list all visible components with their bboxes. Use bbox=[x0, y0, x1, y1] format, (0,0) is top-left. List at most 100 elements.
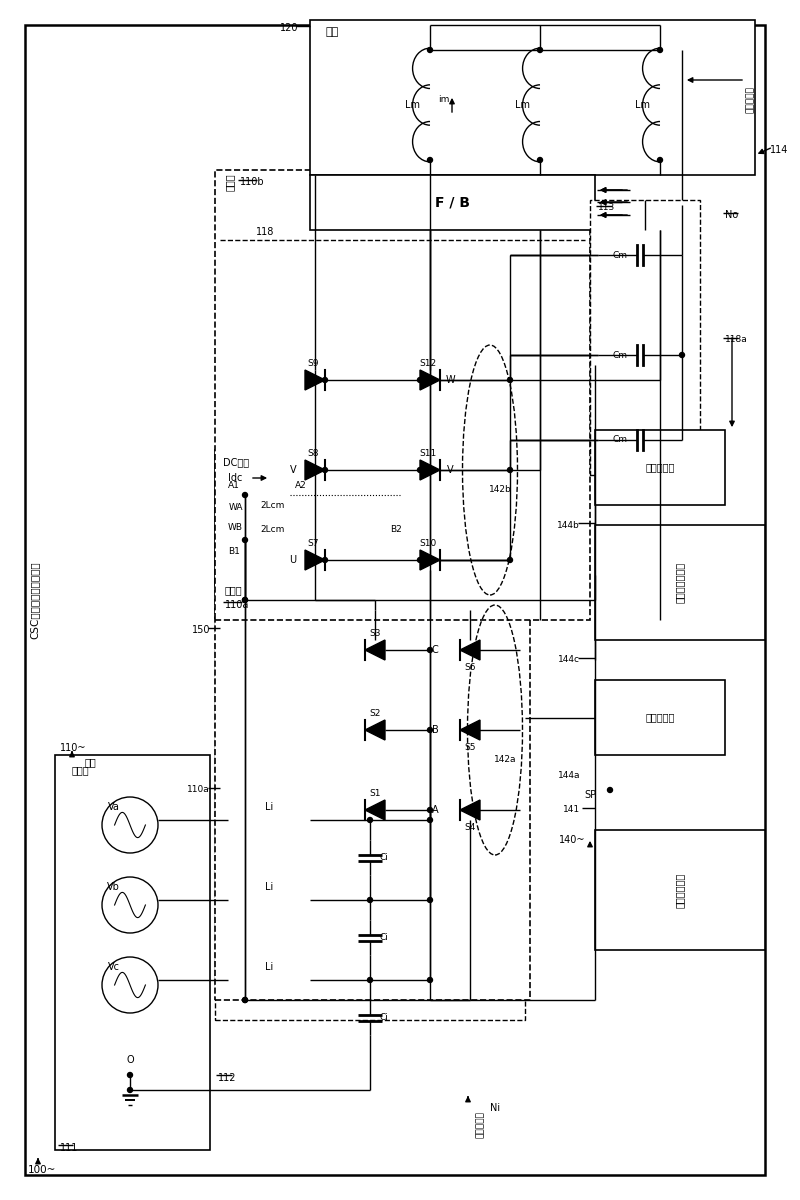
Text: 110a: 110a bbox=[225, 600, 250, 610]
Text: CSC可变频率电机驱动器: CSC可变频率电机驱动器 bbox=[30, 562, 40, 638]
Circle shape bbox=[418, 468, 422, 473]
Bar bbox=[595, 526, 765, 640]
Text: 144b: 144b bbox=[558, 521, 580, 529]
Text: S6: S6 bbox=[464, 664, 476, 672]
Circle shape bbox=[418, 378, 422, 383]
Text: S3: S3 bbox=[370, 630, 381, 638]
Text: 开关控制系笯: 开关控制系笯 bbox=[675, 872, 685, 907]
Circle shape bbox=[427, 898, 433, 902]
Circle shape bbox=[538, 157, 542, 162]
Text: 电机: 电机 bbox=[325, 26, 338, 37]
Bar bbox=[310, 20, 755, 175]
Text: B1: B1 bbox=[228, 547, 240, 557]
Text: Li: Li bbox=[265, 962, 273, 972]
Text: DC链路: DC链路 bbox=[223, 457, 249, 467]
Polygon shape bbox=[460, 720, 480, 740]
Text: SP: SP bbox=[584, 790, 596, 800]
Text: A: A bbox=[432, 805, 438, 815]
Circle shape bbox=[658, 48, 662, 53]
Bar bbox=[595, 430, 725, 505]
Text: 电压源: 电压源 bbox=[72, 766, 90, 775]
Bar bbox=[310, 175, 595, 230]
Text: 2Lcm: 2Lcm bbox=[260, 500, 285, 510]
Text: O: O bbox=[126, 1055, 134, 1066]
Circle shape bbox=[242, 538, 247, 542]
Text: Li: Li bbox=[265, 802, 273, 812]
Text: B2: B2 bbox=[390, 526, 402, 534]
Polygon shape bbox=[365, 800, 385, 820]
Text: S1: S1 bbox=[370, 790, 381, 798]
Circle shape bbox=[322, 468, 327, 473]
Circle shape bbox=[507, 558, 513, 563]
Text: WB: WB bbox=[228, 523, 243, 533]
Text: 111: 111 bbox=[60, 1142, 78, 1153]
Text: 141: 141 bbox=[563, 805, 580, 815]
Text: Cm: Cm bbox=[613, 350, 627, 360]
Text: Lm: Lm bbox=[634, 100, 650, 110]
Text: S7: S7 bbox=[307, 540, 318, 548]
Text: Vb: Vb bbox=[107, 882, 120, 892]
Text: U: U bbox=[290, 554, 297, 565]
Text: Ci: Ci bbox=[379, 852, 389, 862]
Circle shape bbox=[507, 468, 513, 473]
Text: 120: 120 bbox=[279, 23, 298, 32]
Bar bbox=[55, 755, 210, 1150]
Text: 150: 150 bbox=[191, 625, 210, 635]
Text: 114: 114 bbox=[770, 145, 788, 155]
Polygon shape bbox=[305, 370, 325, 390]
Text: S9: S9 bbox=[307, 360, 318, 368]
Text: 整流器: 整流器 bbox=[225, 584, 242, 595]
Text: 电源: 电源 bbox=[85, 757, 97, 767]
Text: Lm: Lm bbox=[514, 100, 530, 110]
Circle shape bbox=[679, 353, 685, 358]
Circle shape bbox=[242, 598, 247, 602]
Text: 110~: 110~ bbox=[60, 743, 86, 754]
Polygon shape bbox=[365, 640, 385, 660]
Text: Ci: Ci bbox=[379, 932, 389, 942]
Text: V: V bbox=[446, 464, 454, 475]
Text: 144c: 144c bbox=[558, 655, 580, 665]
Circle shape bbox=[242, 997, 247, 1002]
Text: A2: A2 bbox=[295, 480, 306, 490]
Bar bbox=[595, 830, 765, 950]
Polygon shape bbox=[420, 460, 440, 480]
Text: Idc: Idc bbox=[228, 473, 242, 482]
Text: 140~: 140~ bbox=[558, 835, 585, 845]
Text: S8: S8 bbox=[307, 450, 318, 458]
Polygon shape bbox=[365, 720, 385, 740]
Text: 118a: 118a bbox=[725, 336, 748, 344]
Text: A1: A1 bbox=[228, 480, 240, 490]
Text: Lm: Lm bbox=[405, 100, 419, 110]
Text: 2Lcm: 2Lcm bbox=[260, 526, 285, 534]
Bar bbox=[215, 450, 410, 584]
Text: Ni: Ni bbox=[490, 1103, 500, 1114]
Text: 110a: 110a bbox=[187, 786, 210, 794]
Text: Cm: Cm bbox=[613, 251, 627, 259]
Text: S11: S11 bbox=[419, 450, 437, 458]
Circle shape bbox=[127, 1087, 133, 1092]
Text: Cm: Cm bbox=[613, 436, 627, 444]
Circle shape bbox=[242, 997, 247, 1002]
Text: S2: S2 bbox=[370, 709, 381, 719]
Circle shape bbox=[322, 378, 327, 383]
Text: im: im bbox=[438, 96, 450, 104]
Circle shape bbox=[427, 808, 433, 812]
Text: S4: S4 bbox=[464, 823, 476, 833]
Text: 118: 118 bbox=[256, 227, 274, 236]
Text: Va: Va bbox=[108, 802, 120, 812]
Circle shape bbox=[427, 978, 433, 983]
Text: Vc: Vc bbox=[108, 962, 120, 972]
Text: S10: S10 bbox=[419, 540, 437, 548]
Circle shape bbox=[418, 558, 422, 563]
Text: F / B: F / B bbox=[435, 196, 470, 210]
Text: 112: 112 bbox=[218, 1073, 237, 1082]
Text: 113: 113 bbox=[598, 204, 615, 212]
Circle shape bbox=[367, 898, 373, 902]
Circle shape bbox=[127, 1073, 133, 1078]
Circle shape bbox=[658, 157, 662, 162]
Text: Ci: Ci bbox=[379, 1013, 389, 1021]
Bar bbox=[215, 170, 590, 620]
Text: 输出中性点: 输出中性点 bbox=[746, 86, 754, 114]
Circle shape bbox=[427, 157, 433, 162]
Text: 144a: 144a bbox=[558, 770, 580, 780]
